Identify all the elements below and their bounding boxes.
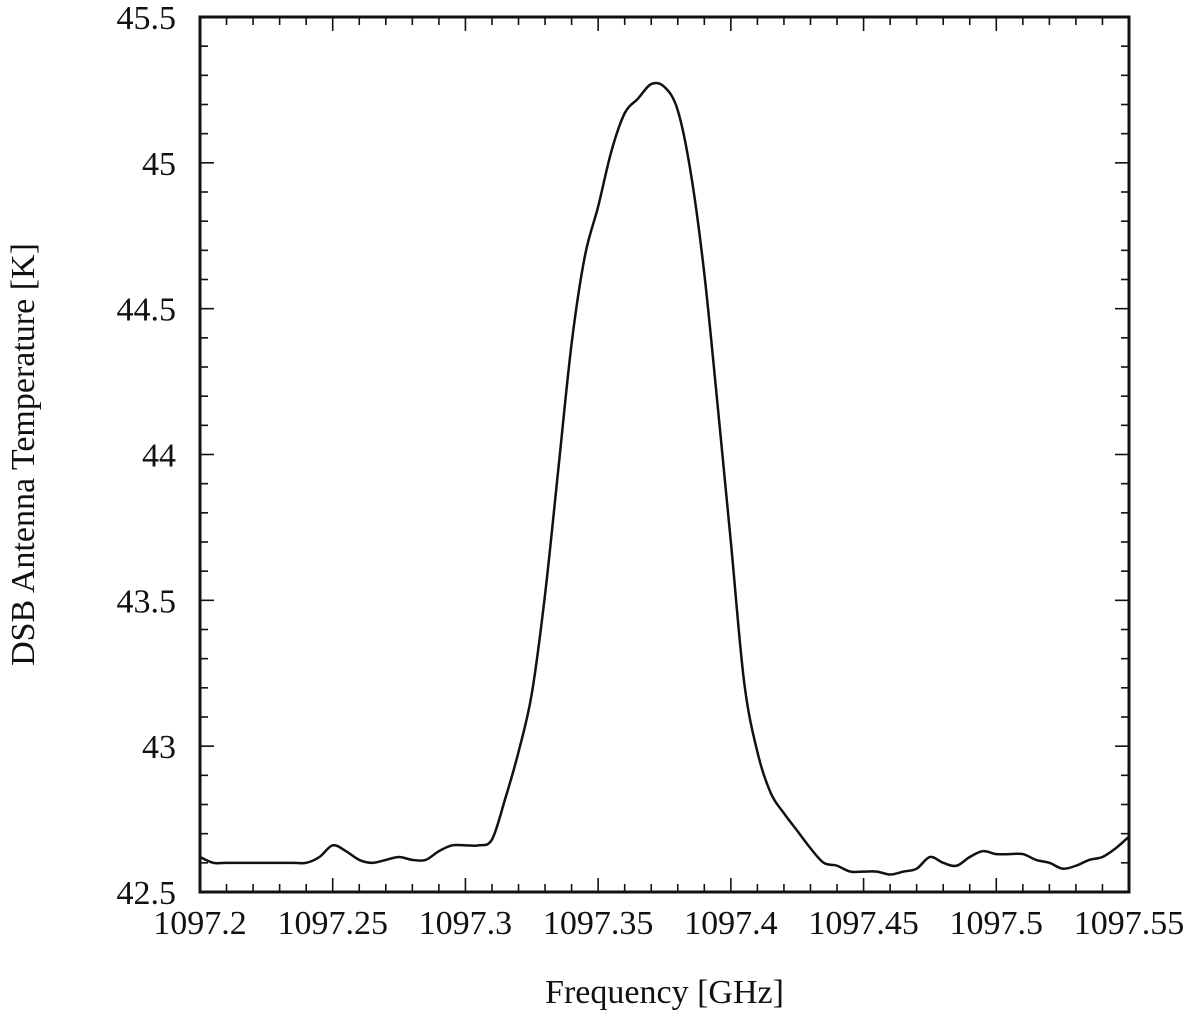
tick-labels-layer: 1097.2 1097.25 1097.3 1097.35 1097.4 1097.45 1… — [117, 0, 1185, 942]
y-tick-label: 44 — [142, 438, 176, 475]
x-tick-label: 1097.2 — [153, 905, 247, 942]
x-tick-label: 1097.3 — [419, 905, 513, 942]
y-tick-label: 45.5 — [117, 0, 177, 37]
x-tick-label: 1097.35 — [543, 905, 654, 942]
x-tick-label: 1097.5 — [950, 905, 1044, 942]
ticks-layer — [199, 16, 1130, 893]
y-tick-label: 44.5 — [117, 292, 177, 329]
y-tick-label: 43 — [142, 729, 176, 766]
y-tick-label: 42.5 — [117, 875, 177, 912]
x-tick-label: 1097.45 — [808, 905, 919, 942]
x-tick-label: 1097.25 — [277, 905, 388, 942]
x-axis-label: Frequency [GHz] — [545, 974, 784, 1011]
y-tick-label: 45 — [142, 146, 176, 183]
series-line — [198, 81, 1131, 876]
y-tick-label: 43.5 — [117, 583, 177, 620]
x-tick-label: 1097.55 — [1074, 905, 1185, 942]
x-tick-label: 1097.4 — [684, 905, 778, 942]
y-axis-label: DSB Antenna Temperature [K] — [5, 243, 42, 666]
plot-frame — [198, 15, 1131, 894]
